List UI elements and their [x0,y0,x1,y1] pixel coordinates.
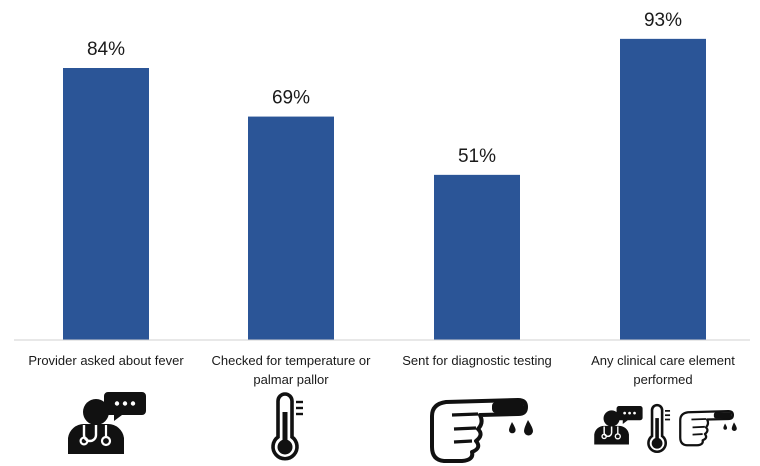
value-label-0: 84% [87,39,125,60]
value-label-3: 93% [644,10,682,31]
value-label-2: 51% [458,146,496,167]
category-label-1-line-0: Checked for temperature or [212,353,372,368]
category-label-2-line-0: Sent for diagnostic testing [402,353,552,368]
bars-group: 84% 69% 51% 93% [63,10,706,340]
provider-speech-icon [66,390,148,456]
finger-prick-icon [430,398,535,463]
category-label-1-line-1: palmar pallor [253,372,329,387]
category-labels: Provider asked about fever Checked for te… [28,353,735,387]
combined-care-icons [593,403,738,454]
small-finger-prick-icon [679,409,738,447]
bar-1 [248,116,334,340]
thermometer-icon [271,392,305,461]
small-thermometer-icon [647,403,672,454]
small-provider-icon [593,405,644,446]
bar-3 [620,38,706,340]
value-label-1: 69% [272,88,310,109]
category-icons [66,390,738,463]
category-label-0-line-0: Provider asked about fever [28,353,184,368]
category-label-3-line-0: Any clinical care element [591,353,735,368]
bar-2 [434,174,520,340]
category-label-3-line-1: performed [633,372,692,387]
bar-0 [63,68,149,340]
